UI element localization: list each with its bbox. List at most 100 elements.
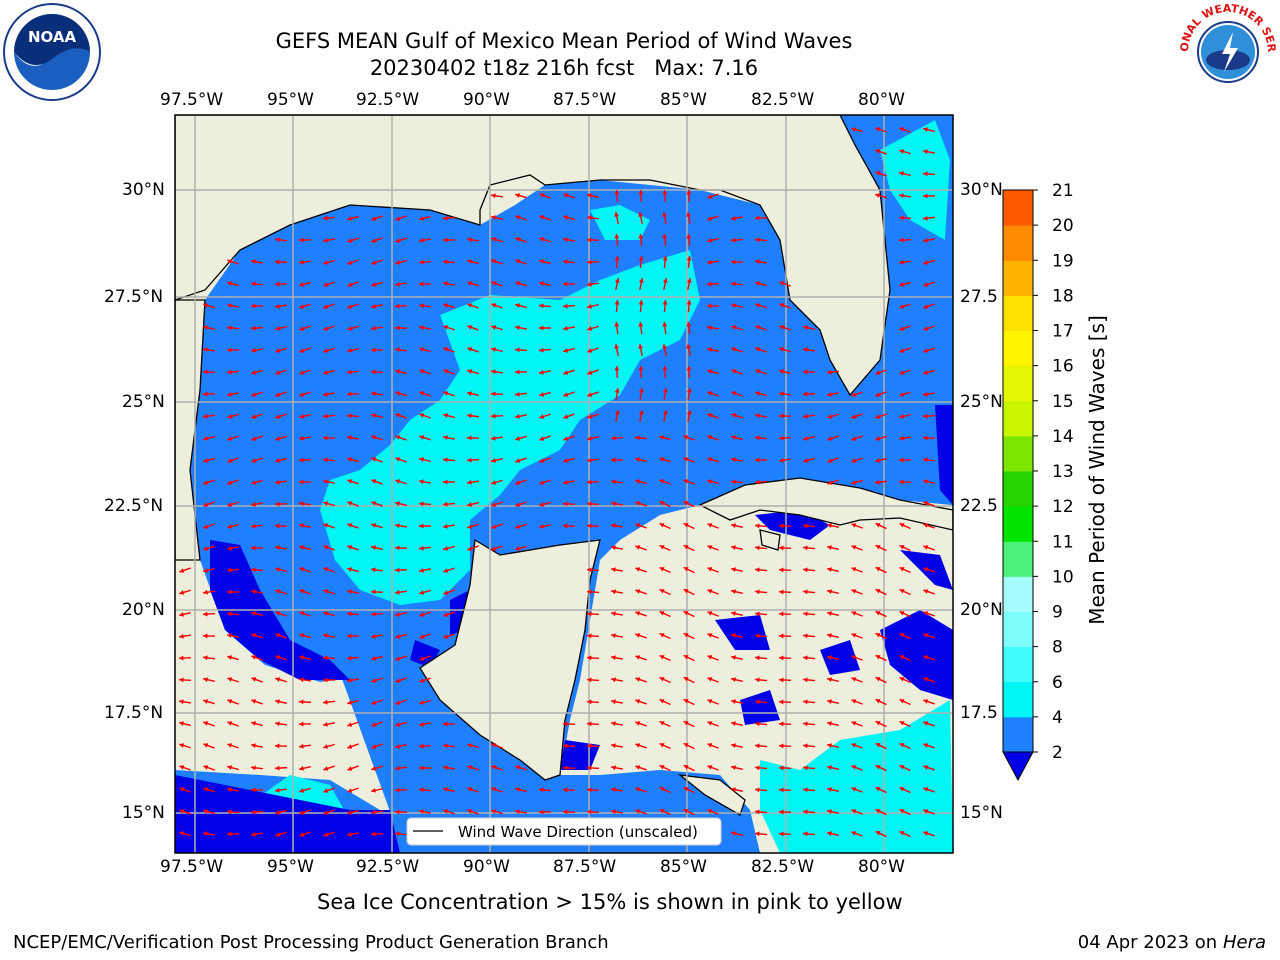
wave-arrowhead-icon [347,260,353,265]
wave-arrowhead-icon [731,721,736,726]
wave-arrowhead-icon [371,545,376,550]
wave-arrowhead-icon [299,259,304,265]
wave-arrowhead-icon [755,545,760,551]
wave-arrowhead-icon [179,765,185,770]
wave-arrowhead-icon [923,809,929,814]
wave-arrowhead-icon [323,326,329,331]
wave-arrowhead-icon [419,391,425,396]
wave-arrowhead-icon [395,589,400,595]
wave-arrowhead-icon [875,414,881,419]
wave-arrowhead-icon [731,545,736,550]
wave-arrowhead-icon [323,677,328,683]
wave-arrowhead-icon [275,655,281,660]
wave-arrowhead-icon [635,501,641,506]
wave-arrowhead-icon [779,743,784,749]
wave-arrowhead-icon [707,567,713,572]
wave-arrowhead-icon [275,677,281,682]
wave-arrowhead-icon [347,831,352,837]
wave-arrowhead-icon [203,458,209,463]
wave-arrowhead-icon [251,480,257,485]
wave-arrowhead-icon [662,300,668,305]
sea-ice-note: Sea Ice Concentration > 15% is shown in … [317,890,903,914]
wave-arrowhead-icon [803,677,808,683]
wave-arrowhead-icon [251,699,257,704]
wave-arrowhead-icon [683,677,689,682]
land-region [175,115,891,397]
wave-arrowhead-icon [227,699,233,704]
wave-arrowhead-icon [755,743,760,749]
wave-arrowhead-icon [686,190,692,195]
wave-arrowhead-icon [923,370,929,375]
wave-arrowhead-icon [923,348,929,353]
wave-arrowhead-icon [395,457,401,462]
wave-arrowhead-icon [419,369,425,374]
wave-arrowhead-icon [707,347,712,352]
wave-arrowhead-icon [923,787,929,792]
wave-arrowhead-icon [467,457,472,463]
wave-arrowhead-icon [635,699,641,704]
wave-arrowhead-icon [299,237,304,243]
wave-arrowhead-icon [443,523,448,529]
wave-arrowhead-icon [467,281,473,286]
wave-arrowhead-icon [491,502,497,507]
wave-arrowhead-icon [683,567,689,572]
wave-arrowhead-icon [275,436,281,441]
colorbar-segment [1003,435,1033,472]
wave-arrowhead-icon [899,127,905,132]
wave-arrowhead-icon [851,436,857,441]
wave-arrowhead-icon [203,502,209,507]
wave-arrowhead-icon [899,348,905,353]
wave-arrowhead-icon [779,281,785,286]
wave-arrowhead-icon [803,567,808,573]
wave-arrowhead-icon [875,193,881,198]
wave-arrowhead-icon [686,388,692,393]
wave-arrowhead-icon [827,414,833,419]
wave-arrowhead-icon [587,479,592,485]
wave-arrowhead-icon [443,281,448,287]
wave-arrowhead-icon [275,589,281,594]
wave-arrowhead-icon [395,567,400,573]
wave-arrowhead-icon [227,391,232,397]
wave-arrowhead-icon [323,501,329,506]
lon-tick-top: 87.5°W [553,90,617,110]
lat-tick-right: 17.5 [960,703,998,723]
wave-arrowhead-icon [731,479,736,485]
wave-arrowhead-icon [203,568,209,573]
wave-arrowhead-icon [467,787,473,792]
wave-arrowhead-icon [467,546,473,551]
wave-arrowhead-icon [635,765,641,770]
wave-arrowhead-icon [803,721,808,727]
wave-arrowhead-icon [419,809,424,815]
wave-arrowhead-icon [203,413,208,419]
wave-arrowhead-icon [515,480,521,485]
footer-date: 04 Apr 2023 on [1077,932,1223,953]
wave-arrowhead-icon [587,567,592,573]
wave-arrowhead-icon [299,766,304,771]
wave-arrowhead-icon [203,655,208,661]
wave-arrowhead-icon [539,347,544,353]
wave-arrowhead-icon [611,457,616,463]
lon-tick-bottom: 82.5°W [751,857,815,877]
wave-arrowhead-icon [347,655,352,661]
wave-arrowhead-icon [227,369,232,375]
wave-arrowhead-icon [179,590,185,595]
wave-arrowhead-icon [443,568,449,573]
wave-arrowhead-icon [875,721,881,726]
wave-arrowhead-icon [347,567,353,572]
wave-arrowhead-icon [707,589,713,594]
colorbar-segment [1003,646,1033,683]
wave-arrowhead-icon [467,479,472,485]
wave-arrowhead-icon [659,633,665,638]
wave-arrowhead-icon [251,633,257,638]
wave-arrowhead-icon [875,611,881,616]
wave-arrowhead-icon [539,502,545,507]
wave-arrowhead-icon [227,567,232,573]
wave-arrowhead-icon [923,304,929,309]
wave-arrowhead-icon [827,831,832,836]
wave-arrowhead-icon [443,325,449,330]
wave-arrowhead-icon [803,545,808,551]
wave-arrowhead-icon [227,325,232,331]
wave-arrowhead-icon [251,392,257,397]
water-light-region [590,205,650,240]
wave-arrowhead-icon [275,281,280,287]
